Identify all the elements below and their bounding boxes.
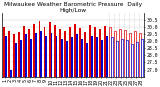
Bar [104,26,106,77]
Bar [84,32,86,77]
Bar [139,33,141,77]
Bar [141,39,143,77]
Bar [39,21,40,77]
Bar [56,36,57,77]
Bar [45,36,47,77]
Bar [8,31,10,77]
Bar [28,29,30,77]
Bar [23,26,25,77]
Bar [3,27,5,77]
Bar [64,31,66,77]
Bar [18,32,20,77]
Bar [99,29,101,77]
Bar [106,36,108,77]
Bar [51,33,52,77]
Bar [131,44,133,77]
Bar [121,39,123,77]
Bar [91,36,93,77]
Bar [71,37,73,77]
Bar [10,70,12,77]
Bar [25,34,27,77]
Bar [69,27,71,77]
Bar [111,37,113,77]
Bar [129,33,131,77]
Bar [13,34,15,77]
Bar [119,29,121,77]
Bar [74,24,76,77]
Bar [15,43,17,77]
Bar [126,40,128,77]
Bar [124,30,126,77]
Bar [94,27,96,77]
Bar [59,29,61,77]
Bar [35,33,37,77]
Bar [89,25,91,77]
Bar [66,41,68,77]
Bar [44,27,45,77]
Bar [86,43,88,77]
Bar [81,39,83,77]
Bar [116,41,118,77]
Title: Milwaukee Weather Barometric Pressure  Daily High/Low: Milwaukee Weather Barometric Pressure Da… [4,2,142,13]
Bar [5,36,7,77]
Bar [79,28,81,77]
Bar [61,39,63,77]
Bar [101,40,103,77]
Bar [134,31,136,77]
Bar [96,37,98,77]
Bar [33,24,35,77]
Bar [49,22,51,77]
Bar [76,34,78,77]
Bar [20,40,22,77]
Bar [30,39,32,77]
Bar [136,42,138,77]
Bar [54,25,56,77]
Bar [40,31,42,77]
Bar [109,27,111,77]
Bar [114,31,116,77]
